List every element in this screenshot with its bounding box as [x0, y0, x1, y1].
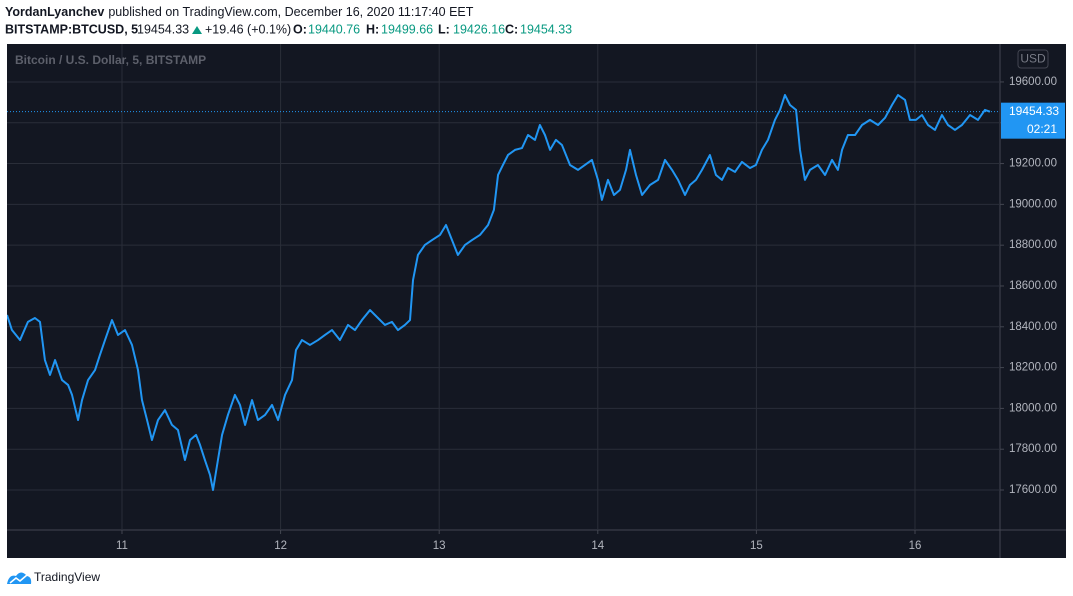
watermark: Bitcoin / U.S. Dollar, 5, BITSTAMP: [15, 53, 206, 67]
x-tick-label: 16: [909, 540, 922, 552]
x-tick-label: 14: [591, 540, 604, 552]
y-tick-label: 19600.00: [1009, 76, 1057, 88]
y-tick-label: 18400.00: [1009, 321, 1057, 333]
chart-panel: [7, 44, 1066, 558]
ohlc-label: O:: [293, 22, 307, 36]
grid: [7, 44, 1000, 530]
publish-line: YordanLyanchev published on TradingView.c…: [5, 5, 474, 19]
y-tick-label: 18000.00: [1009, 402, 1057, 414]
x-tick-label: 15: [750, 540, 763, 552]
author: YordanLyanchev: [5, 5, 104, 19]
countdown: 02:21: [1027, 122, 1057, 136]
y-tick-label: 18200.00: [1009, 362, 1057, 374]
ohlc-value: 19454.33: [520, 22, 572, 36]
published-text: published on TradingView.com, December 1…: [108, 5, 473, 19]
ohlc-label: L:: [438, 22, 450, 36]
brand-logo-line: [9, 574, 28, 584]
ohlc-label: C:: [505, 22, 518, 36]
y-tick-label: 17600.00: [1009, 484, 1057, 496]
brand-name: TradingView: [34, 570, 100, 584]
header-price: 19454.33: [137, 22, 189, 36]
price-label: 19454.33: [1009, 104, 1059, 118]
axes: 17600.00 17800.00 18000.00 18200.00 18400.00…: [116, 76, 1065, 552]
plot: [7, 94, 1000, 492]
x-tick-label: 13: [433, 540, 446, 552]
y-tick-label: 19200.00: [1009, 158, 1057, 170]
ohlc-value: 19440.76: [308, 22, 360, 36]
y-tick-label: 18800.00: [1009, 239, 1057, 251]
symbol: BITSTAMP:BTCUSD, 5: [5, 22, 138, 36]
ohlc-label: H:: [366, 22, 379, 36]
ohlc: O: 19440.76 H: 19499.66 L: 19426.16 C: 19454.33: [293, 22, 572, 36]
x-tick-label: 12: [274, 540, 287, 552]
y-tick-label: 19000.00: [1009, 198, 1057, 210]
brand: TradingView: [7, 570, 100, 584]
y-tick-label: 18600.00: [1009, 280, 1057, 292]
price-label-box: [1001, 102, 1065, 139]
x-tick-label: 11: [116, 540, 128, 552]
change: +19.46 (+0.1%): [205, 22, 291, 36]
ohlc-value: 19426.16: [453, 22, 505, 36]
y-tick-label: 17800.00: [1009, 443, 1057, 455]
price-line: [7, 94, 991, 492]
ohlc-value: 19499.66: [381, 22, 433, 36]
up-arrow: [192, 26, 202, 34]
currency: USD: [1020, 52, 1046, 66]
currency-box: [1017, 49, 1049, 69]
